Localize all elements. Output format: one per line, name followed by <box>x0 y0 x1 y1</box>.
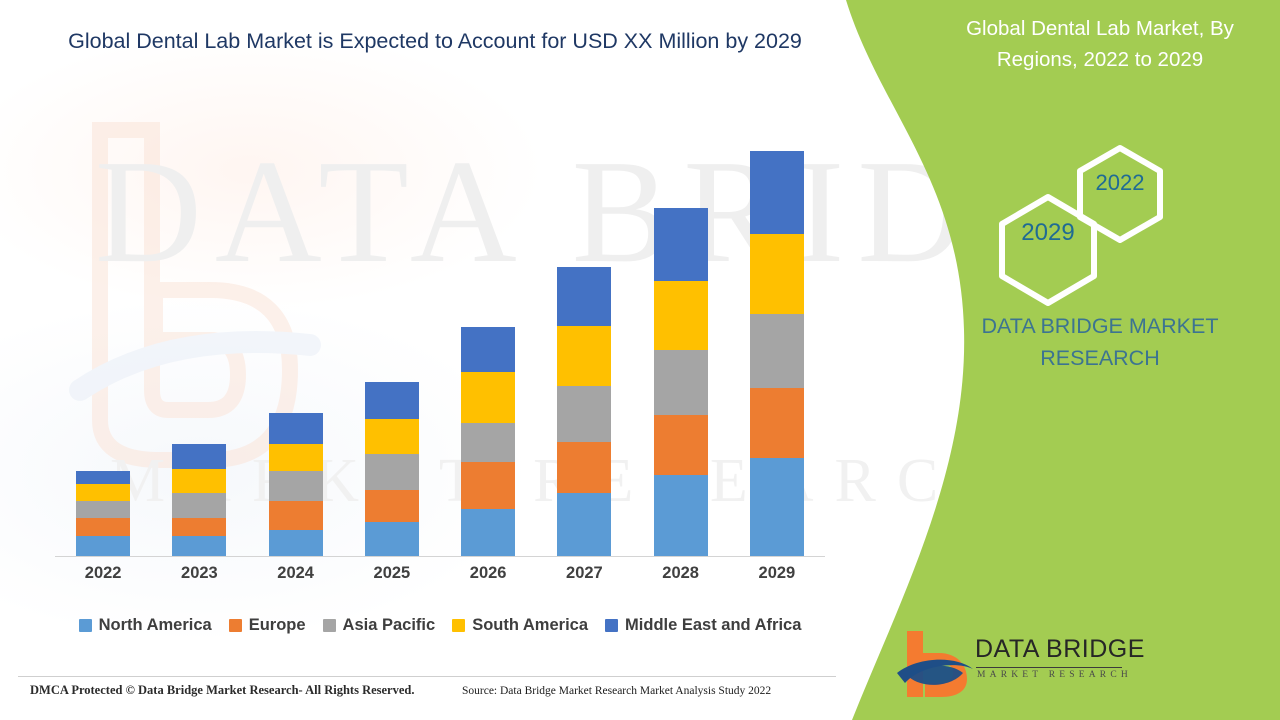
bar-segment <box>268 501 323 530</box>
bar-segment <box>749 233 804 314</box>
bar-segment <box>557 385 612 443</box>
x-axis-tick-2024: 2024 <box>277 564 314 582</box>
bar-2023 <box>172 443 227 556</box>
x-axis-tick-2028: 2028 <box>662 564 699 582</box>
bar-segment <box>76 470 131 484</box>
bar-2024 <box>268 412 323 556</box>
bar-segment <box>268 529 323 556</box>
brand-logo: DATA BRIDGE MARKET RESEARCH <box>895 627 1144 699</box>
bar-segment <box>76 517 131 537</box>
bar-segment <box>364 382 419 420</box>
x-axis-tick-2023: 2023 <box>181 564 218 582</box>
bar-2026 <box>461 326 516 556</box>
bar-segment <box>172 492 227 518</box>
hexagon-label-start-year: 2022 <box>1095 170 1145 195</box>
bar-segment <box>76 483 131 502</box>
bar-segment <box>557 266 612 326</box>
x-axis-tick-2025: 2025 <box>373 564 411 582</box>
bar-segment <box>364 522 419 556</box>
legend-item[interactable]: Europe <box>228 616 306 635</box>
right-panel-content: Global Dental Lab Market, By Regions, 20… <box>897 0 1280 720</box>
legend-label: Europe <box>248 616 306 634</box>
legend-item[interactable]: Middle East and Africa <box>605 616 801 635</box>
legend-swatch-icon <box>228 619 242 632</box>
bar-segment <box>172 468 227 493</box>
brand-name: DATA BRIDGE MARKET RESEARCH <box>981 314 1219 371</box>
x-axis-tick-2022: 2022 <box>84 564 122 582</box>
footer-copyright: DMCA Protected © Data Bridge Market Rese… <box>30 683 415 697</box>
bar-segment <box>461 509 516 556</box>
chart-panel: Global Dental Lab Market is Expected to … <box>55 29 825 635</box>
bar-segment <box>172 536 227 556</box>
logo-text-sub: MARKET RESEARCH <box>977 670 1132 680</box>
bar-segment <box>653 280 708 350</box>
bar-segment <box>268 412 323 444</box>
bar-segment <box>749 387 804 458</box>
legend-item[interactable]: South America <box>452 616 588 635</box>
bar-segment <box>653 207 708 281</box>
bar-2022 <box>76 470 131 556</box>
bar-2028 <box>653 207 708 556</box>
logo-divider <box>976 667 1122 668</box>
bar-2027 <box>557 266 612 556</box>
footer-divider <box>18 676 836 677</box>
panel-title: Global Dental Lab Market, By Regions, 20… <box>966 17 1234 71</box>
bar-segment <box>749 313 804 388</box>
bar-2029 <box>749 150 804 556</box>
chart-title: Global Dental Lab Market is Expected to … <box>68 29 802 53</box>
chart-legend: North America Europe Asia Pacific South Ame… <box>55 616 825 635</box>
bar-segment <box>268 470 323 502</box>
x-axis-tick-2029: 2029 <box>758 564 796 582</box>
data-bridge-logo-icon <box>897 631 973 697</box>
hexagon-label-end-year: 2029 <box>1021 219 1075 246</box>
bar-segment <box>557 492 612 556</box>
legend-item[interactable]: North America <box>78 616 212 635</box>
chart-plot-area <box>55 120 825 557</box>
legend-swatch-icon <box>78 619 92 632</box>
bar-segment <box>461 462 516 510</box>
bar-segment <box>364 454 419 491</box>
bar-segment <box>461 372 516 423</box>
legend-swatch-icon <box>605 619 619 632</box>
bar-segment <box>172 517 227 537</box>
bar-segment <box>76 536 131 556</box>
bar-segment <box>364 490 419 523</box>
bar-segment <box>653 349 708 416</box>
hexagon-group: 2022 2029 <box>970 138 1200 306</box>
legend-label: South America <box>472 616 589 634</box>
bar-segment <box>461 422 516 463</box>
bar-segment <box>557 442 612 493</box>
bar-2025 <box>364 382 419 556</box>
x-axis-labels: 2022 2023 2024 2025 2026 2027 2028 2029 <box>55 564 825 594</box>
bar-segment <box>653 415 708 476</box>
legend-label: North America <box>98 616 212 634</box>
legend-label: Middle East and Africa <box>625 616 802 634</box>
legend-label: Asia Pacific <box>342 616 436 634</box>
bar-segment <box>749 150 804 234</box>
bar-segment <box>364 419 419 455</box>
bar-segment <box>653 475 708 556</box>
bar-segment <box>172 443 227 469</box>
bar-segment <box>76 501 131 518</box>
x-axis-tick-2027: 2027 <box>566 564 603 582</box>
bar-segment <box>268 443 323 471</box>
bar-segment <box>557 325 612 386</box>
bar-segment <box>461 326 516 373</box>
chart-baseline <box>55 556 825 557</box>
legend-swatch-icon <box>452 619 466 632</box>
bar-segment <box>749 457 804 556</box>
logo-text-main: DATA BRIDGE <box>975 635 1145 663</box>
legend-item[interactable]: Asia Pacific <box>322 616 436 635</box>
x-axis-tick-2026: 2026 <box>469 564 507 582</box>
footer-source: Source: Data Bridge Market Research Mark… <box>462 685 772 697</box>
hexagon-outline-icon <box>999 145 1163 306</box>
legend-swatch-icon <box>322 619 336 632</box>
